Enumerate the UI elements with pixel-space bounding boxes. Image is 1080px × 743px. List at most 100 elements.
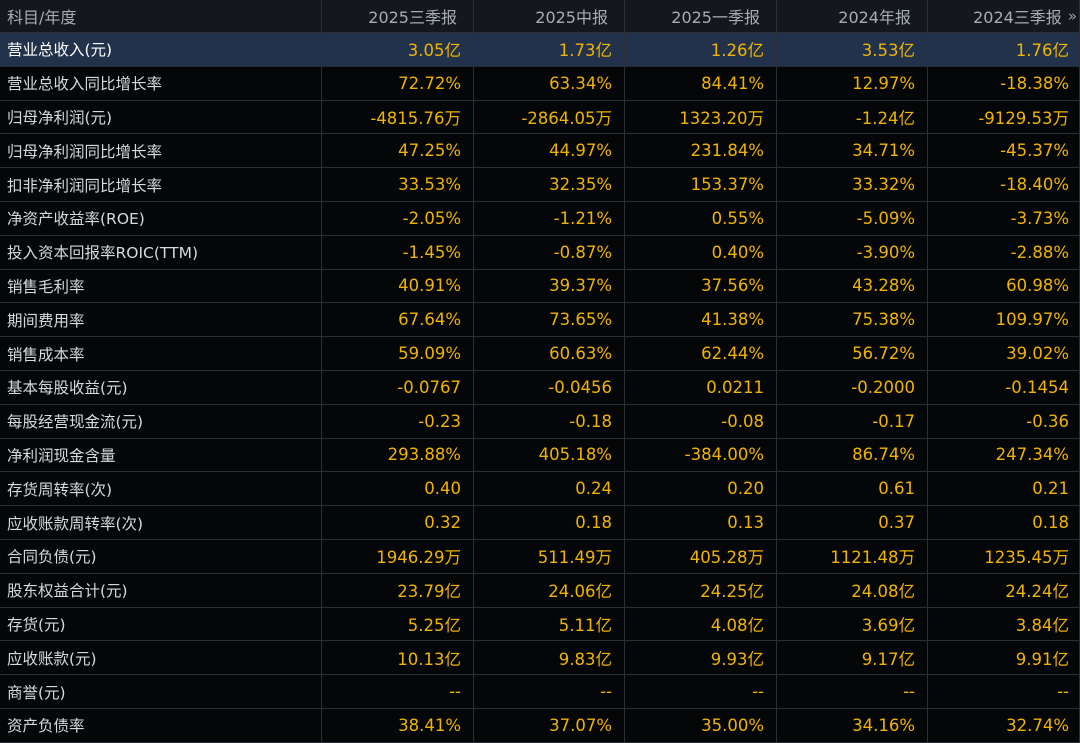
row-value: -5.09% <box>777 201 928 236</box>
header-period-2025q1[interactable]: 2025一季报 <box>625 0 777 33</box>
row-value: 0.55% <box>625 201 777 236</box>
row-label[interactable]: 营业总收入同比增长率 <box>0 66 322 101</box>
row-value: -0.08 <box>625 404 777 439</box>
header-period-2024q3-label: 2024三季报 <box>973 8 1062 27</box>
row-label[interactable]: 净利润现金含量 <box>0 438 322 473</box>
row-value: -1.24亿 <box>777 100 928 135</box>
row-label[interactable]: 应收账款周转率(次) <box>0 506 322 540</box>
row-value: -- <box>928 675 1080 709</box>
row-value: -0.1454 <box>928 370 1080 405</box>
header-period-2024q3[interactable]: 2024三季报 » <box>928 0 1080 33</box>
row-value: -0.36 <box>928 404 1080 439</box>
row-value: -1.21% <box>474 201 625 236</box>
row-value: 39.37% <box>474 269 625 304</box>
row-label[interactable]: 营业总收入(元) <box>0 33 322 67</box>
row-label[interactable]: 存货周转率(次) <box>0 472 322 507</box>
row-value: 9.91亿 <box>928 641 1080 676</box>
row-label[interactable]: 归母净利润同比增长率 <box>0 134 322 169</box>
row-label[interactable]: 存货(元) <box>0 607 322 642</box>
row-label[interactable]: 每股经营现金流(元) <box>0 404 322 439</box>
row-value: 24.08亿 <box>777 573 928 608</box>
row-value: 63.34% <box>474 66 625 101</box>
row-value: 0.0211 <box>625 370 777 405</box>
row-label[interactable]: 归母净利润(元) <box>0 100 322 135</box>
row-value: -384.00% <box>625 438 777 473</box>
row-value: -2864.05万 <box>474 100 625 135</box>
row-value: 0.32 <box>322 506 474 540</box>
row-value: 43.28% <box>777 269 928 304</box>
row-value: 24.24亿 <box>928 573 1080 608</box>
header-period-2025h1[interactable]: 2025中报 <box>474 0 625 33</box>
row-label[interactable]: 股东权益合计(元) <box>0 573 322 608</box>
row-value: 75.38% <box>777 303 928 338</box>
row-value: -0.0456 <box>474 370 625 405</box>
row-value: 1323.20万 <box>625 100 777 135</box>
row-value: 1.26亿 <box>625 33 777 67</box>
row-value: 60.63% <box>474 337 625 371</box>
row-value: -2.05% <box>322 201 474 236</box>
row-value: -45.37% <box>928 134 1080 169</box>
row-value: 0.40% <box>625 235 777 270</box>
row-value: -3.73% <box>928 201 1080 236</box>
row-value: 73.65% <box>474 303 625 338</box>
row-label[interactable]: 基本每股收益(元) <box>0 370 322 405</box>
row-label[interactable]: 投入资本回报率ROIC(TTM) <box>0 235 322 270</box>
row-value: 405.28万 <box>625 539 777 574</box>
row-value: 1946.29万 <box>322 539 474 574</box>
row-value: 67.64% <box>322 303 474 338</box>
row-value: 1235.45万 <box>928 539 1080 574</box>
row-value: -0.23 <box>322 404 474 439</box>
row-value: 0.40 <box>322 472 474 507</box>
row-value: 32.74% <box>928 708 1080 743</box>
row-value: -18.38% <box>928 66 1080 101</box>
row-value: 34.16% <box>777 708 928 743</box>
row-label[interactable]: 合同负债(元) <box>0 539 322 574</box>
row-value: 33.53% <box>322 168 474 202</box>
row-value: -0.0767 <box>322 370 474 405</box>
row-value: 3.84亿 <box>928 607 1080 642</box>
row-value: 0.21 <box>928 472 1080 507</box>
row-value: 33.32% <box>777 168 928 202</box>
row-value: 37.07% <box>474 708 625 743</box>
row-value: 35.00% <box>625 708 777 743</box>
row-value: 5.25亿 <box>322 607 474 642</box>
row-value: 12.97% <box>777 66 928 101</box>
row-value: 0.20 <box>625 472 777 507</box>
row-value: 44.97% <box>474 134 625 169</box>
header-item-label[interactable]: 科目/年度 <box>0 0 322 33</box>
row-label[interactable]: 商誉(元) <box>0 675 322 709</box>
row-value: 1121.48万 <box>777 539 928 574</box>
header-period-2025q3[interactable]: 2025三季报 <box>322 0 474 33</box>
row-value: 1.73亿 <box>474 33 625 67</box>
row-value: 59.09% <box>322 337 474 371</box>
row-label[interactable]: 净资产收益率(ROE) <box>0 201 322 236</box>
row-value: 0.24 <box>474 472 625 507</box>
header-period-2024fy[interactable]: 2024年报 <box>777 0 928 33</box>
row-value: 62.44% <box>625 337 777 371</box>
row-label[interactable]: 期间费用率 <box>0 303 322 338</box>
row-value: 109.97% <box>928 303 1080 338</box>
row-value: 3.69亿 <box>777 607 928 642</box>
row-value: 0.61 <box>777 472 928 507</box>
row-value: -9129.53万 <box>928 100 1080 135</box>
row-label[interactable]: 应收账款(元) <box>0 641 322 676</box>
row-value: -3.90% <box>777 235 928 270</box>
row-value: 1.76亿 <box>928 33 1080 67</box>
row-value: -0.2000 <box>777 370 928 405</box>
row-value: 247.34% <box>928 438 1080 473</box>
row-value: 5.11亿 <box>474 607 625 642</box>
row-value: 24.25亿 <box>625 573 777 608</box>
row-value: 34.71% <box>777 134 928 169</box>
row-value: 9.93亿 <box>625 641 777 676</box>
row-label[interactable]: 销售毛利率 <box>0 269 322 304</box>
row-value: 39.02% <box>928 337 1080 371</box>
row-value: -2.88% <box>928 235 1080 270</box>
double-chevron-right-icon[interactable]: » <box>1067 7 1077 25</box>
row-value: 41.38% <box>625 303 777 338</box>
row-value: 3.05亿 <box>322 33 474 67</box>
row-label[interactable]: 资产负债率 <box>0 708 322 743</box>
row-value: 511.49万 <box>474 539 625 574</box>
row-value: 0.18 <box>928 506 1080 540</box>
row-label[interactable]: 扣非净利润同比增长率 <box>0 168 322 202</box>
row-label[interactable]: 销售成本率 <box>0 337 322 371</box>
